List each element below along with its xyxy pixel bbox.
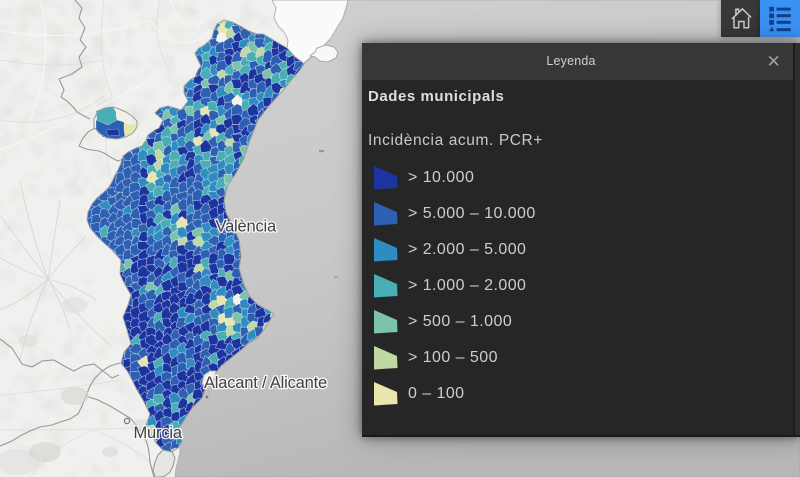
svg-text:Alacant / Alicante: Alacant / Alicante [204,374,327,392]
svg-text:València: València [216,218,277,236]
svg-text:Murcia: Murcia [134,424,183,442]
